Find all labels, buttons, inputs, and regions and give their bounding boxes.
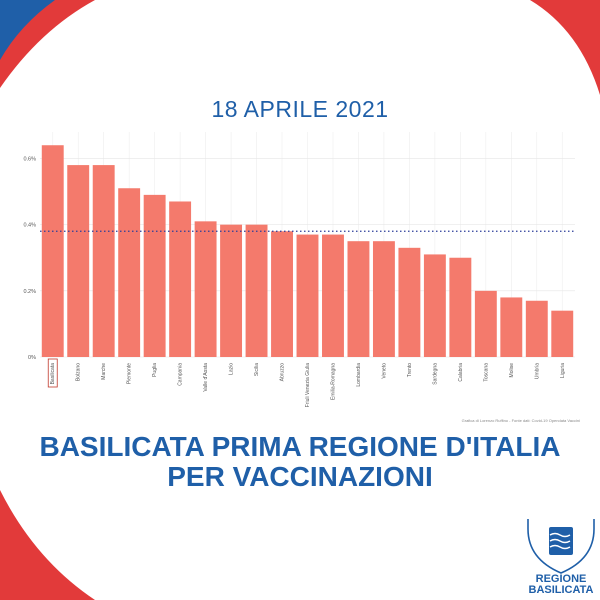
bar-bolzano bbox=[67, 165, 90, 357]
y-tick-label: 0% bbox=[28, 355, 36, 361]
bar-liguria bbox=[551, 310, 574, 357]
x-tick-label: Lazio bbox=[229, 363, 235, 375]
bar-molise bbox=[500, 297, 523, 357]
bar-emilia-romagna bbox=[322, 234, 344, 357]
corner-top-left-decoration bbox=[0, 0, 95, 88]
y-axis: 0% 0.2% 0.4% 0.6% bbox=[23, 156, 36, 361]
bar-piemonte bbox=[118, 188, 141, 357]
logo-line-2: BASILICATA bbox=[528, 584, 594, 596]
bar-valle-d-aosta bbox=[194, 221, 217, 357]
x-tick-label: Lombardia bbox=[356, 363, 362, 387]
bar-puglia bbox=[143, 194, 166, 357]
source-credit: Grafica di Lorenzo Ruffino - Fonte dati:… bbox=[461, 418, 580, 423]
x-tick-label: Molise bbox=[509, 363, 515, 378]
regione-basilicata-logo: REGIONE BASILICATA bbox=[522, 517, 598, 597]
x-tick-label: Valle d'Aosta bbox=[203, 363, 209, 392]
corner-bottom-left-decoration bbox=[0, 490, 95, 600]
bar-abruzzo bbox=[271, 231, 293, 357]
bar-marche bbox=[92, 165, 115, 357]
bar-sicilia bbox=[245, 224, 268, 357]
highlight-box bbox=[47, 358, 58, 388]
corner-blue-stripe bbox=[0, 0, 55, 60]
bar-veneto bbox=[372, 241, 395, 357]
x-tick-label: Bolzano bbox=[76, 363, 82, 381]
y-tick-label: 0.4% bbox=[23, 223, 36, 229]
bar-sardegna bbox=[423, 254, 446, 357]
x-tick-label: Trento bbox=[407, 363, 413, 377]
bars bbox=[41, 145, 574, 357]
coat-of-arms-icon bbox=[527, 519, 595, 574]
corner-top-right-decoration bbox=[530, 0, 600, 95]
bar-umbria bbox=[525, 300, 548, 357]
x-tick-label: Liguria bbox=[560, 363, 566, 378]
x-tick-label: Emilia-Romagna bbox=[330, 363, 336, 400]
x-tick-label: Basilicata bbox=[50, 363, 56, 385]
x-tick-label: Piemonte bbox=[127, 363, 133, 384]
headline-line-1: BASILICATA PRIMA REGIONE D'ITALIA bbox=[39, 431, 561, 462]
x-tick-label: Friuli Venezia Giulia bbox=[305, 363, 311, 407]
x-tick-label: Toscana bbox=[483, 363, 489, 382]
headline-line-2: PER VACCINAZIONI bbox=[167, 461, 433, 492]
bar-trento bbox=[398, 247, 421, 357]
bar-basilicata bbox=[41, 145, 64, 357]
x-tick-label: Marche bbox=[101, 363, 107, 380]
bar-toscana bbox=[474, 290, 497, 357]
x-tick-label: Campania bbox=[178, 363, 184, 386]
bar-friuli-venezia-giulia bbox=[296, 234, 319, 357]
x-tick-label: Veneto bbox=[381, 363, 387, 379]
date-title: 18 APRILE 2021 bbox=[211, 96, 389, 122]
x-tick-label: Umbria bbox=[534, 363, 540, 379]
x-tick-label: Calabria bbox=[458, 363, 464, 382]
x-tick-label: Sicilia bbox=[254, 363, 260, 376]
bar-chart: 0% 0.2% 0.4% 0.6% Basilicata Bolzano Marche Pi… bbox=[23, 132, 575, 407]
x-tick-label: Abruzzo bbox=[280, 363, 286, 382]
x-tick-label: Puglia bbox=[152, 363, 158, 377]
y-tick-label: 0.6% bbox=[23, 156, 36, 162]
y-tick-label: 0.2% bbox=[23, 289, 36, 295]
bar-lombardia bbox=[347, 241, 370, 357]
bar-campania bbox=[169, 201, 192, 357]
logo-line-1: REGIONE bbox=[535, 573, 587, 585]
bar-calabria bbox=[449, 257, 472, 357]
corner-red-stripe bbox=[530, 0, 600, 95]
x-axis: Basilicata Bolzano Marche Piemonte Puglia Cam… bbox=[47, 358, 566, 407]
headline: BASILICATA PRIMA REGIONE D'ITALIA PER VA… bbox=[0, 432, 600, 492]
x-tick-label: Sardegna bbox=[432, 363, 438, 385]
corner-red-stripe bbox=[0, 490, 95, 600]
bar-lazio bbox=[220, 224, 243, 357]
